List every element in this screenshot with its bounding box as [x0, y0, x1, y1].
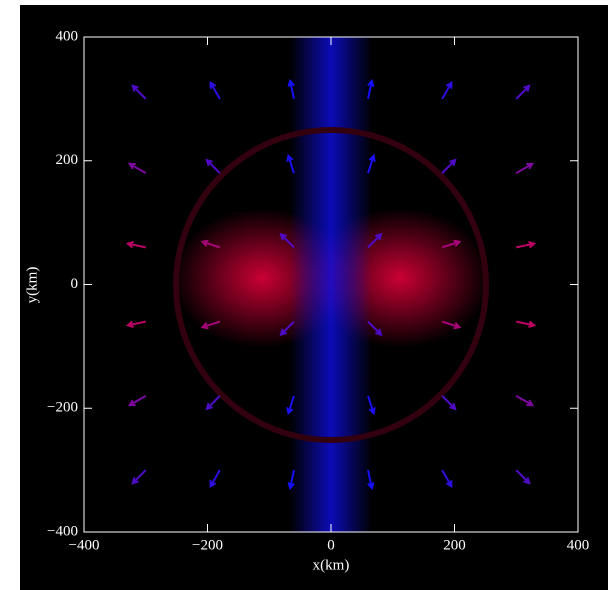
x-tick-label: −200: [192, 537, 223, 553]
y-tick-label: 400: [56, 28, 79, 44]
x-axis-label: x(km): [313, 557, 350, 573]
page: {"chart_data": {"type": "quiver", "x_lab…: [0, 0, 608, 590]
y-axis-label: y(km): [24, 267, 40, 304]
x-tick-label: 200: [443, 537, 466, 553]
x-tick-label: 400: [567, 537, 590, 553]
y-tick-label: −200: [47, 400, 78, 416]
y-tick-label: −400: [47, 523, 78, 539]
y-tick-label: 200: [56, 152, 79, 168]
y-tick-label: 0: [71, 276, 79, 292]
x-tick-label: −400: [69, 537, 100, 553]
x-tick-label: 0: [327, 537, 335, 553]
chart: x(km) y(km) −400 −200 0 200 400 −400 −200 0 200 4…: [0, 0, 608, 590]
